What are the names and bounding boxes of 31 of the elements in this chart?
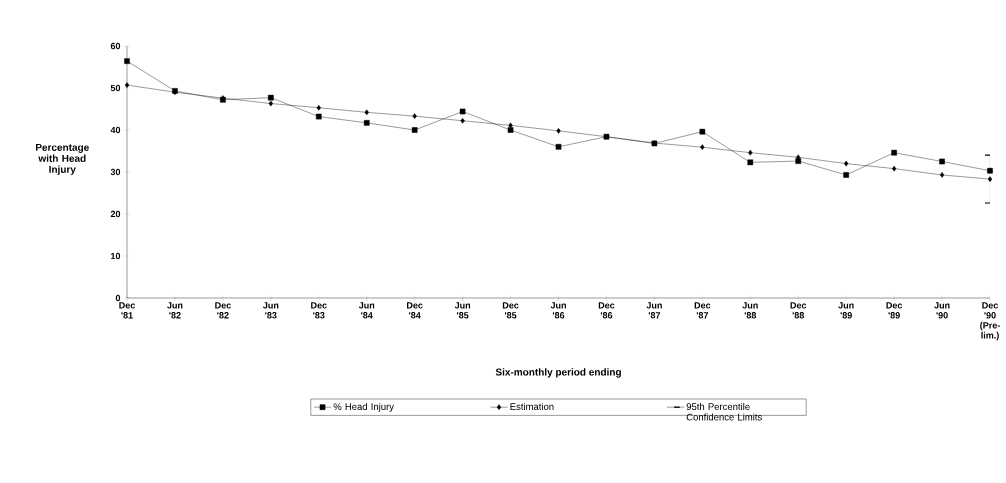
x-tick-label: Jun '85 (454, 302, 471, 319)
y-tick-label: 40 (110, 126, 121, 134)
x-axis-title: Six-monthly period ending (495, 368, 621, 378)
y-tick-label: 0 (115, 294, 121, 302)
x-tick-label: Jun '88 (742, 302, 758, 319)
x-tick-label: Jun '82 (167, 302, 183, 319)
y-tick-label: 50 (110, 84, 121, 92)
y-tick-label: 10 (111, 252, 121, 260)
x-tick-label: Dec '85 (502, 302, 519, 319)
x-tick-label: Jun '86 (550, 302, 566, 319)
x-tick-label: Dec '87 (694, 302, 711, 319)
legend-label: % Head Injury (333, 403, 394, 412)
y-tick-label: 20 (110, 210, 121, 218)
x-tick-label: Jun '83 (262, 302, 279, 319)
x-tick-label: Jun '89 (838, 302, 854, 319)
x-tick-label: Dec '81 (119, 302, 135, 319)
x-tick-label: Dec '88 (790, 302, 807, 319)
x-tick-label: Dec '83 (311, 302, 327, 319)
y-axis-title: Percentage with Head Injury (36, 143, 89, 175)
x-tick-label: Jun '87 (646, 302, 662, 319)
x-tick-label: Dec '86 (598, 302, 615, 319)
x-tick-label: Jun '84 (358, 302, 375, 319)
x-tick-label: Dec '82 (215, 302, 231, 319)
x-tick-label: Jun '90 (934, 302, 950, 319)
x-tick-label: Dec '89 (886, 302, 903, 319)
legend-label: Estimation (510, 403, 554, 410)
x-tick-label: Dec '84 (407, 302, 423, 319)
y-tick-label: 30 (110, 168, 121, 176)
legend-label: 95th Percentile Confidence Limits (686, 403, 762, 421)
x-tick-label: Dec '90 (Pre-lim.) (980, 302, 1000, 341)
y-tick-label: 60 (110, 42, 121, 50)
